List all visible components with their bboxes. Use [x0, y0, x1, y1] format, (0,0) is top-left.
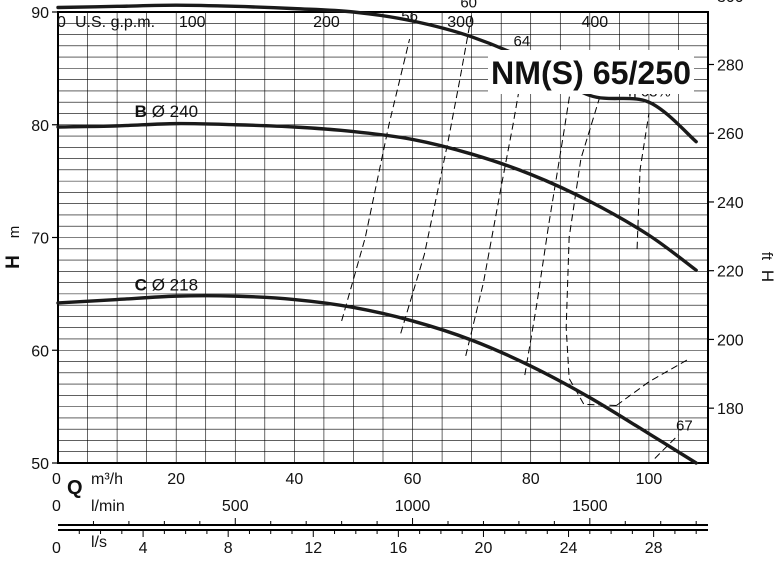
efficiency-curve-64: [465, 57, 526, 357]
efficiency-curve-60: [400, 14, 473, 334]
x-axis-lmin-zero: 0: [52, 498, 61, 515]
efficiency-curve-67: [654, 434, 679, 459]
x-m3h-tick-label: 20: [167, 471, 185, 488]
x-axis-m3h: 20 40 60 80 100: [167, 471, 662, 488]
x-lmin-tick-label: 1500: [572, 498, 608, 515]
x-m3h-tick-label: 40: [285, 471, 303, 488]
top-axis-zero: 0: [57, 14, 66, 31]
efficiency-curve-68: [636, 113, 650, 249]
top-axis-gpm: 100 200 300 400: [179, 14, 608, 31]
y-right-tick-label: 300: [717, 0, 744, 6]
top-axis-tick-label: 400: [581, 14, 608, 31]
efficiency-label: 64: [514, 33, 531, 50]
top-axis-tick-label: 100: [179, 14, 206, 31]
x-ls-tick-label: 24: [560, 540, 578, 557]
efficiency-curve-56: [341, 38, 411, 322]
y-left-tick-label: 80: [31, 118, 49, 135]
top-axis-label: U.S. g.p.m.: [75, 14, 155, 31]
y-axis-left-symbol: H: [3, 255, 24, 269]
x-axis-ls-unit: l/s: [91, 534, 107, 551]
y-axis-right-symbol: H: [758, 270, 777, 282]
head-curve-a: [56, 3, 698, 144]
x-lmin-tick-label: 1000: [395, 498, 431, 515]
y-left-tick-label: 90: [31, 5, 49, 22]
y-right-tick-label: 280: [717, 57, 744, 74]
top-axis-tick-label: 300: [447, 14, 474, 31]
y-right-tick-label: 180: [717, 401, 744, 418]
curve-diameter-c: Ø 218: [152, 276, 198, 295]
x-lmin-tick-label: 500: [222, 498, 249, 515]
y-axis-left-unit: m: [6, 226, 23, 239]
x-ls-tick-label: 20: [475, 540, 493, 557]
y-right-tick-label: 240: [717, 195, 744, 212]
y-right-tick-label: 200: [717, 332, 744, 349]
title-backdrop: [488, 50, 694, 94]
chart-title: NM(S) 65/250: [491, 55, 691, 91]
y-left-tick-label: 60: [31, 343, 49, 360]
efficiency-label: 60: [460, 0, 477, 11]
efficiency-curve-67: [565, 90, 617, 406]
x-ls-tick-label: 8: [224, 540, 233, 557]
x-ls-tick-label: 4: [139, 540, 148, 557]
efficiency-curve-66: [524, 79, 573, 376]
x-axis-ls: 4 8 12 16 20 24 28: [78, 530, 697, 557]
efficiency-label: 67: [676, 417, 693, 434]
curve-label-c: C: [135, 276, 147, 295]
y-left-tick-label: 50: [31, 456, 49, 473]
curve-label-b: B: [135, 102, 147, 121]
x-axis-q-symbol: Q: [67, 477, 83, 499]
x-m3h-tick-label: 80: [522, 471, 540, 488]
x-axis-m3h-zero: 0: [52, 471, 61, 488]
curve-diameter-b: Ø 240: [152, 102, 198, 121]
top-axis-tick-label: 200: [313, 14, 340, 31]
x-ls-tick-label: 12: [304, 540, 322, 557]
y-right-tick-label: 220: [717, 264, 744, 281]
head-curve-c: [56, 294, 698, 465]
x-axis-lmin: 500 1000 1500: [92, 498, 697, 525]
plot-grid: [58, 12, 708, 463]
efficiency-curve-67: [616, 357, 691, 406]
y-axis-right-ticks: 180 200 220 240 260 280 300: [708, 0, 744, 418]
x-axis-lmin-unit: l/min: [91, 498, 125, 515]
y-axis-right-unit: ft: [758, 252, 775, 261]
x-axis-m3h-unit: m³/h: [91, 471, 123, 488]
y-axis-left-ticks: 50 60 70 80 90: [31, 5, 58, 473]
y-left-tick-label: 70: [31, 231, 49, 248]
x-axis-ls-zero: 0: [52, 540, 61, 557]
x-m3h-tick-label: 100: [636, 471, 663, 488]
x-ls-tick-label: 16: [389, 540, 407, 557]
curve-diameter-a: Ø 252: [152, 0, 198, 1]
y-right-tick-label: 260: [717, 126, 744, 143]
head-curves: A Ø 252 B Ø 240 C Ø 218: [56, 0, 698, 465]
x-ls-tick-label: 28: [645, 540, 663, 557]
curve-label-a: A: [135, 0, 147, 1]
head-curve-b: [56, 121, 698, 272]
x-m3h-tick-label: 60: [404, 471, 422, 488]
